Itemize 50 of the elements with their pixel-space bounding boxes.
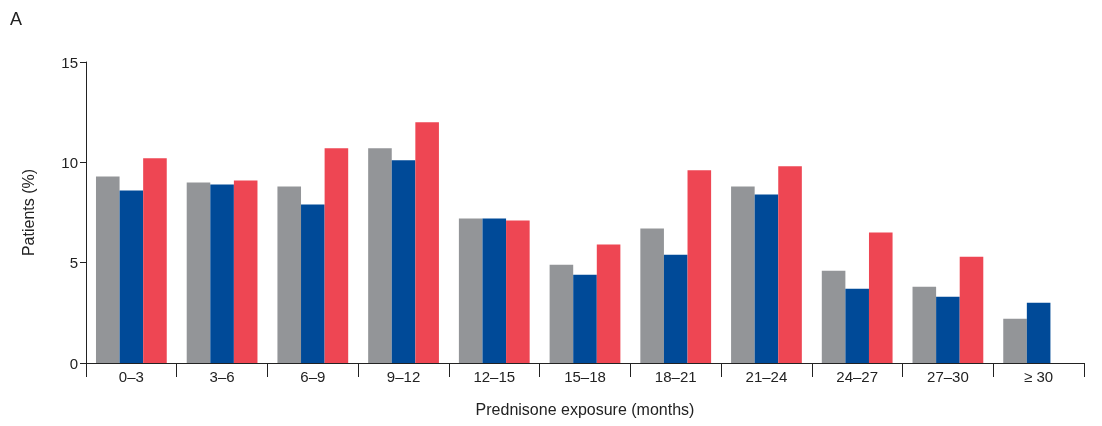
x-tick-label: 6–9 xyxy=(300,368,326,385)
y-tick-label: 0 xyxy=(69,354,78,372)
x-axis-title: Prednisone exposure (months) xyxy=(475,400,695,418)
bar xyxy=(1026,302,1051,363)
bar xyxy=(186,182,211,363)
bar xyxy=(368,148,392,363)
x-tick-label: 9–12 xyxy=(386,368,421,385)
x-tick-label: 12–15 xyxy=(473,368,516,385)
text: A xyxy=(10,9,23,29)
bar xyxy=(596,244,621,363)
bar xyxy=(549,264,574,363)
bar xyxy=(868,232,893,363)
x-tick-label: 18–21 xyxy=(654,368,697,385)
x-tick-label: 24–27 xyxy=(836,368,879,385)
bar xyxy=(143,158,167,363)
x-tick-label: 3–6 xyxy=(209,368,235,385)
bar xyxy=(210,184,234,363)
x-tick-label: 27–30 xyxy=(927,368,969,385)
bar xyxy=(640,228,664,363)
bar xyxy=(912,286,937,363)
bar xyxy=(458,218,483,363)
bar xyxy=(391,160,416,363)
y-tick-label: 15 xyxy=(61,53,78,71)
bar xyxy=(731,186,755,363)
bar xyxy=(754,194,779,363)
y-axis-title: Patients (%) xyxy=(19,168,37,257)
bar xyxy=(119,190,144,363)
bar xyxy=(687,170,712,363)
bar xyxy=(845,288,869,363)
bar xyxy=(663,254,688,363)
x-tick-label: 21–24 xyxy=(745,368,788,385)
x-tick-label: 15–18 xyxy=(564,368,606,385)
bar xyxy=(233,180,258,363)
bar xyxy=(415,122,439,363)
bar xyxy=(959,256,984,363)
bar xyxy=(95,176,120,363)
bar xyxy=(778,166,802,363)
bar xyxy=(324,148,349,363)
bar xyxy=(482,218,507,363)
x-tick-label: ≥ 30 xyxy=(1024,368,1054,385)
bar xyxy=(301,204,325,363)
bar xyxy=(1003,318,1027,363)
x-tick-label: 0–3 xyxy=(118,368,144,385)
bar xyxy=(573,274,597,363)
y-tick-label: 5 xyxy=(69,254,78,272)
bar xyxy=(936,296,960,363)
y-tick-label: 10 xyxy=(61,153,78,171)
bar xyxy=(277,186,302,363)
bar xyxy=(821,270,846,363)
bar xyxy=(506,220,530,363)
